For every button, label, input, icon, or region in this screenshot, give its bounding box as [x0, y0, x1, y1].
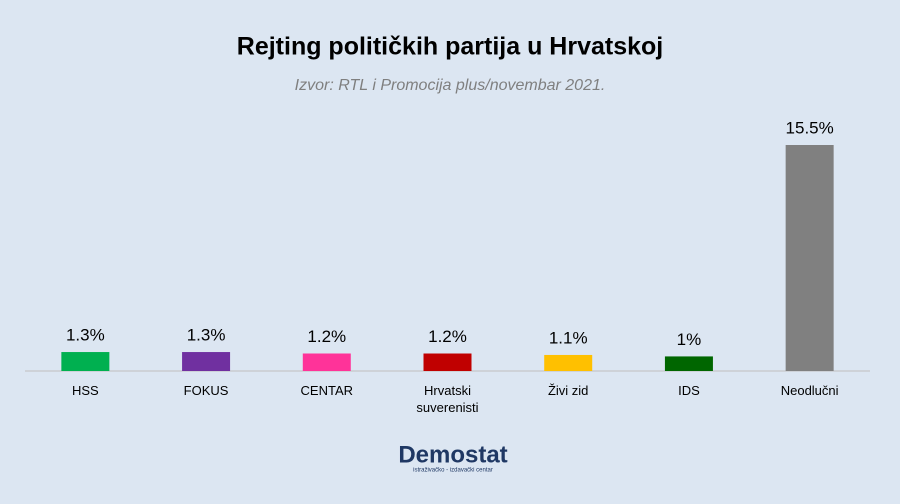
chart-title: Rejting političkih partija u Hrvatskoj	[237, 33, 663, 61]
value-label: 1.3%	[187, 326, 226, 345]
value-label: 15.5%	[786, 118, 834, 137]
bar	[61, 352, 110, 371]
x-tick-label: CENTAR	[300, 383, 354, 398]
bar	[785, 145, 834, 371]
value-label: 1.3%	[66, 326, 105, 345]
chart-subtitle: Izvor: RTL i Promocija plus/novembar 202…	[295, 77, 606, 94]
x-tick-label: Živi zid	[547, 383, 589, 398]
value-label: 1.2%	[307, 327, 346, 346]
bar	[423, 353, 472, 371]
x-tick-label: FOKUS	[183, 383, 229, 398]
x-tick-label: HSS	[71, 383, 99, 398]
x-tick-label: IDS	[678, 383, 700, 398]
logo-tagline: istraživačko - izdavački centar	[413, 468, 493, 474]
value-label: 1%	[677, 330, 702, 349]
bar	[182, 352, 231, 371]
x-tick-label: Hrvatski suverenisti	[416, 383, 479, 415]
bar	[544, 354, 593, 371]
logo: Demostat	[398, 441, 507, 468]
bar	[664, 356, 713, 371]
value-label: 1.2%	[428, 327, 467, 346]
bar	[302, 353, 351, 371]
value-label: 1.1%	[549, 328, 588, 347]
x-tick-label: Neodlučni	[780, 383, 839, 398]
